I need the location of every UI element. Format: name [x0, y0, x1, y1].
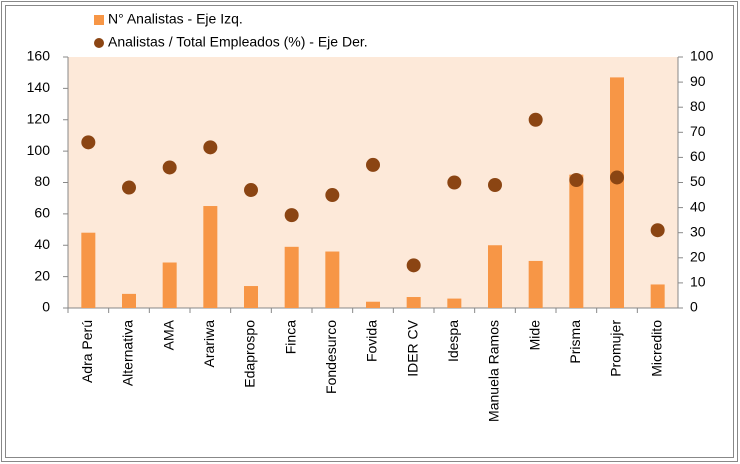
x-tick-label: IDER CV [404, 319, 420, 376]
y2-tick-label: 0 [690, 299, 698, 315]
bar [81, 232, 96, 308]
legend-swatch [94, 15, 104, 25]
y-tick-label: 120 [27, 110, 51, 126]
x-tick-label: Mide [526, 320, 542, 351]
bar [488, 245, 502, 308]
bar [447, 298, 462, 308]
dot [81, 135, 96, 150]
dot [162, 160, 177, 175]
bar [122, 293, 136, 308]
y2-tick-label: 70 [690, 123, 706, 139]
bar [203, 206, 218, 308]
y-tick-label: 160 [27, 48, 51, 64]
x-tick-label: Alternativa [120, 320, 136, 386]
y2-tick-label: 60 [690, 148, 706, 164]
dot [610, 170, 624, 185]
dot [325, 188, 340, 203]
legend-label: N° Analistas - Eje Izq. [108, 11, 243, 27]
y2-tick-label: 30 [690, 223, 706, 239]
y2-tick-label: 100 [690, 48, 714, 64]
y2-tick-label: 50 [690, 173, 706, 189]
dot [528, 112, 543, 127]
x-tick-label: AMA [160, 319, 176, 350]
y-tick-label: 20 [34, 267, 50, 283]
x-tick-label: Arariwa [201, 320, 217, 368]
plot-area [68, 57, 678, 308]
x-tick-label: Manuela Ramos [486, 320, 502, 422]
chart-frame-inner [5, 5, 734, 458]
bar [610, 77, 624, 308]
bar [325, 251, 340, 308]
bar [528, 260, 543, 308]
dot [244, 183, 258, 198]
bar [366, 301, 380, 308]
y2-tick-label: 90 [690, 73, 706, 89]
x-tick-label: Adra Perú [79, 320, 95, 383]
y2-tick-label: 20 [690, 249, 706, 265]
y2-tick-label: 80 [690, 98, 706, 114]
y-tick-label: 80 [34, 173, 50, 189]
y-tick-label: 40 [34, 236, 50, 252]
x-tick-label: Finca [282, 320, 298, 354]
dot [650, 223, 665, 238]
legend-swatch [94, 38, 104, 48]
y-tick-label: 100 [27, 142, 51, 158]
y2-tick-label: 40 [690, 198, 706, 214]
x-tick-label: Fondesurco [323, 320, 339, 394]
x-tick-label: Promujer [608, 320, 624, 377]
legend-label: Analistas / Total Empleados (%) - Eje De… [108, 34, 368, 50]
dot [406, 258, 421, 273]
x-tick-label: Micredito [648, 320, 664, 377]
dot [366, 157, 380, 172]
dot [488, 178, 502, 193]
bar [650, 284, 665, 308]
dot [447, 175, 462, 190]
x-tick-label: Fovida [364, 320, 380, 362]
y-tick-label: 140 [27, 79, 51, 95]
y2-tick-label: 10 [690, 274, 706, 290]
bar [406, 297, 421, 308]
y-tick-label: 0 [42, 299, 50, 315]
dot [122, 180, 136, 195]
x-tick-label: Idespa [445, 320, 461, 362]
bar [284, 246, 299, 308]
dot [284, 208, 299, 223]
x-tick-label: Prisma [567, 320, 583, 364]
bar [162, 262, 177, 308]
bar [569, 174, 584, 308]
x-tick-label: Edaprospo [242, 320, 258, 388]
y-tick-label: 60 [34, 205, 50, 221]
bar [244, 286, 258, 308]
dot [569, 172, 584, 187]
dot [203, 140, 218, 155]
